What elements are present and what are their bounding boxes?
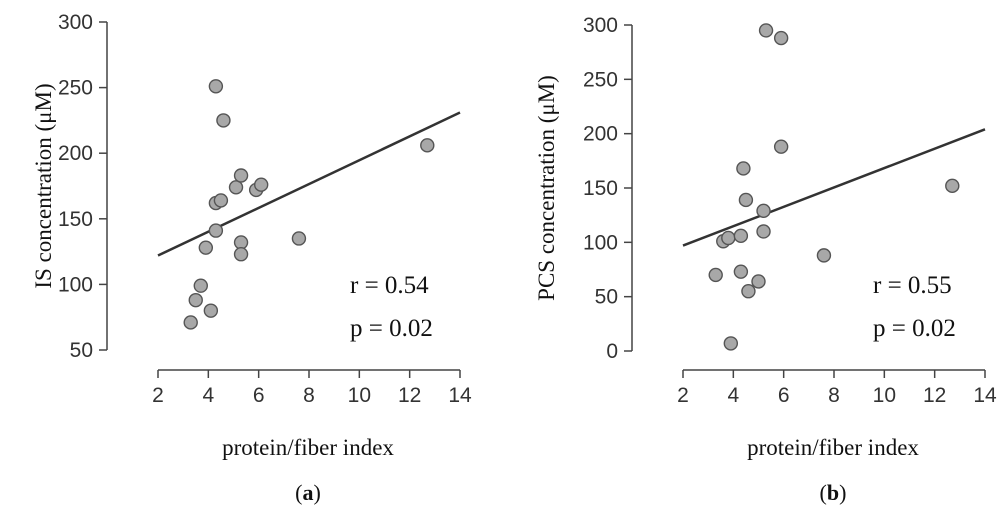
- data-point: [228, 180, 244, 195]
- chart-panel-b: PCS concentration (μM) protein/fiber ind…: [534, 14, 997, 505]
- data-point: [708, 267, 723, 283]
- data-point: [721, 230, 736, 246]
- data-point: [738, 192, 754, 208]
- data-point: [183, 315, 198, 330]
- y-tick-label: 300: [583, 14, 618, 37]
- y-tick-label: 200: [583, 123, 618, 146]
- data-point: [773, 139, 789, 154]
- data-point: [420, 138, 435, 153]
- data-point: [233, 247, 249, 262]
- y-axis-label: PCS concentration (μM): [534, 75, 559, 301]
- chart-panel-a: IS concentration (μM) protein/fiber inde…: [31, 11, 472, 505]
- data-point: [253, 177, 269, 192]
- x-tick-label: 6: [778, 384, 790, 407]
- x-tick-label: 12: [923, 384, 946, 407]
- data-point: [208, 79, 224, 94]
- panel-label: (a): [295, 480, 321, 505]
- data-point: [758, 23, 774, 38]
- y-tick-label: 50: [70, 339, 93, 362]
- data-point: [208, 223, 224, 238]
- x-tick-label: 6: [253, 384, 265, 407]
- y-tick-label: 250: [58, 77, 93, 100]
- data-point: [733, 228, 749, 244]
- x-tick-label: 14: [973, 384, 997, 407]
- correlation-label: r = 0.54: [350, 272, 429, 299]
- data-point: [291, 231, 307, 246]
- y-tick-label: 150: [58, 208, 93, 231]
- y-tick-label: 150: [583, 177, 618, 200]
- regression-line: [682, 128, 986, 247]
- x-tick-label: 10: [348, 384, 371, 407]
- panel-label: (b): [820, 480, 847, 505]
- data-point: [198, 240, 214, 255]
- correlation-label: r = 0.55: [873, 272, 952, 299]
- x-tick-label: 8: [828, 384, 840, 407]
- data-point: [741, 284, 756, 299]
- y-tick-label: 100: [583, 231, 618, 254]
- p-value-label: p = 0.02: [350, 315, 433, 342]
- regression-line: [157, 111, 461, 257]
- y-tick-label: 300: [58, 11, 93, 34]
- x-tick-label: 12: [398, 384, 421, 407]
- data-point: [756, 203, 771, 219]
- x-tick-label: 4: [727, 384, 739, 407]
- data-point: [816, 248, 832, 263]
- data-point: [233, 168, 249, 183]
- p-value-label: p = 0.02: [873, 315, 956, 342]
- data-point: [751, 274, 766, 289]
- data-point: [736, 161, 751, 176]
- y-tick-label: 50: [595, 286, 618, 309]
- data-point: [773, 30, 789, 46]
- data-point: [723, 336, 739, 351]
- x-tick-label: 10: [873, 384, 896, 407]
- y-tick-label: 0: [606, 340, 618, 363]
- data-point: [203, 303, 219, 318]
- x-tick-label: 4: [202, 384, 214, 407]
- data-point: [945, 178, 960, 194]
- x-tick-label: 14: [448, 384, 472, 407]
- x-axis-label: protein/fiber index: [222, 435, 394, 460]
- x-tick-label: 2: [677, 384, 689, 407]
- x-tick-label: 8: [303, 384, 315, 407]
- x-axis-label: protein/fiber index: [747, 435, 919, 460]
- data-point: [188, 292, 203, 308]
- y-tick-label: 250: [583, 68, 618, 91]
- data-point: [756, 224, 771, 239]
- data-point: [193, 278, 208, 293]
- y-axis-label: IS concentration (μM): [31, 83, 56, 288]
- data-point: [213, 193, 229, 208]
- data-point: [233, 235, 249, 250]
- x-tick-label: 2: [152, 384, 164, 407]
- y-tick-label: 200: [58, 142, 93, 165]
- data-point: [733, 264, 749, 279]
- data-point: [216, 113, 231, 128]
- y-tick-label: 100: [58, 273, 93, 296]
